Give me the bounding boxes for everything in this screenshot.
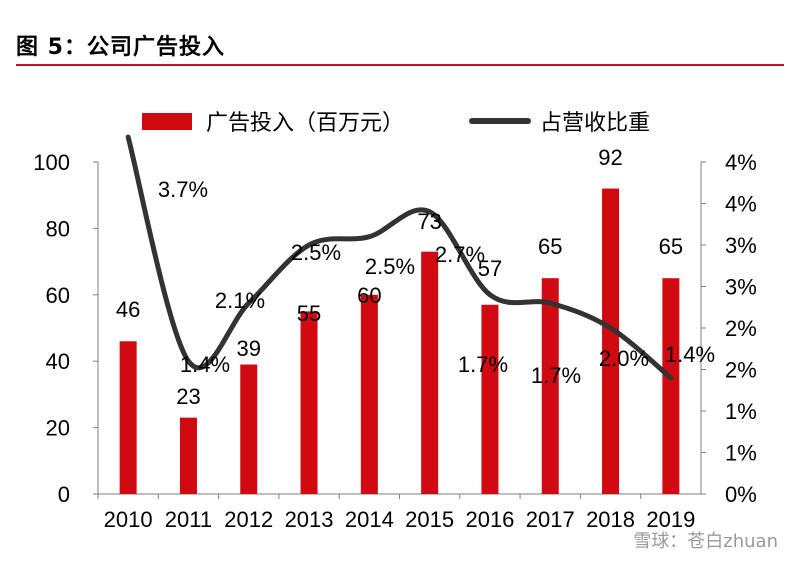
- left-tick-label: 20: [46, 416, 70, 441]
- line-value-label: 1.7%: [531, 363, 581, 388]
- bar-value-label: 65: [538, 234, 562, 259]
- line-value-label: 2.1%: [215, 288, 265, 313]
- right-tick-label: 1%: [725, 441, 757, 466]
- figure-title: 图 5：公司广告投入: [16, 35, 225, 60]
- bar: [119, 341, 137, 494]
- right-tick-label: 3%: [725, 233, 757, 258]
- right-tick-label: 2%: [725, 358, 757, 383]
- bar: [602, 188, 620, 494]
- x-tick-label: 2016: [465, 507, 514, 532]
- x-tick-label: 2011: [165, 507, 212, 532]
- x-tick-label: 2015: [405, 507, 454, 532]
- bar: [541, 278, 559, 494]
- legend-bar-label: 广告投入（百万元）: [206, 111, 404, 136]
- line-value-label: 2.7%: [435, 242, 485, 267]
- line-value-label: 1.4%: [665, 342, 715, 367]
- bar: [662, 278, 680, 494]
- line-value-label: 2.5%: [365, 254, 415, 279]
- line-value-label: 2.0%: [599, 346, 649, 371]
- watermark: 雪球：苍白zhuan: [633, 531, 778, 552]
- x-tick-label: 2012: [224, 507, 273, 532]
- line-value-label: 1.4%: [180, 352, 230, 377]
- bar-value-label: 55: [297, 301, 321, 326]
- ratio-line: [125, 134, 674, 381]
- bar-value-label: 65: [659, 234, 683, 259]
- line-value-label: 3.7%: [158, 177, 208, 202]
- x-tick-label: 2010: [104, 507, 153, 532]
- right-tick-label: 1%: [725, 399, 757, 424]
- right-tick-label: 4%: [725, 192, 757, 217]
- right-tick-label: 2%: [725, 316, 757, 341]
- x-tick-label: 2014: [345, 507, 394, 532]
- line-value-label: 2.5%: [291, 240, 341, 265]
- bar: [240, 364, 258, 494]
- bar-value-label: 60: [357, 283, 381, 308]
- bar: [300, 311, 318, 494]
- right-tick-label: 4%: [725, 150, 757, 175]
- legend-line-label: 占营收比重: [540, 111, 650, 136]
- x-tick-label: 2013: [285, 507, 334, 532]
- right-tick-label: 0%: [725, 482, 757, 507]
- left-tick-label: 80: [46, 216, 70, 241]
- left-tick-label: 0: [58, 482, 70, 507]
- bar: [421, 251, 439, 494]
- bar-value-label: 73: [417, 209, 441, 234]
- legend-bar-swatch: [142, 113, 192, 130]
- bar-value-label: 39: [237, 336, 261, 361]
- x-tick-label: 2018: [586, 507, 635, 532]
- bar-value-label: 46: [116, 297, 140, 322]
- x-tick-label: 2017: [526, 507, 575, 532]
- bar: [481, 304, 499, 494]
- x-tick-label: 2019: [646, 507, 695, 532]
- line-value-label: 1.7%: [458, 352, 508, 377]
- left-tick-label: 100: [33, 150, 70, 175]
- bar-value-label: 92: [598, 145, 622, 170]
- bar: [179, 417, 197, 494]
- bar: [360, 294, 378, 494]
- right-tick-label: 3%: [725, 275, 757, 300]
- left-tick-label: 60: [46, 283, 70, 308]
- left-tick-label: 40: [46, 349, 70, 374]
- bar-value-label: 57: [478, 256, 502, 281]
- bar-value-label: 23: [176, 384, 200, 409]
- title-rule: [16, 64, 784, 66]
